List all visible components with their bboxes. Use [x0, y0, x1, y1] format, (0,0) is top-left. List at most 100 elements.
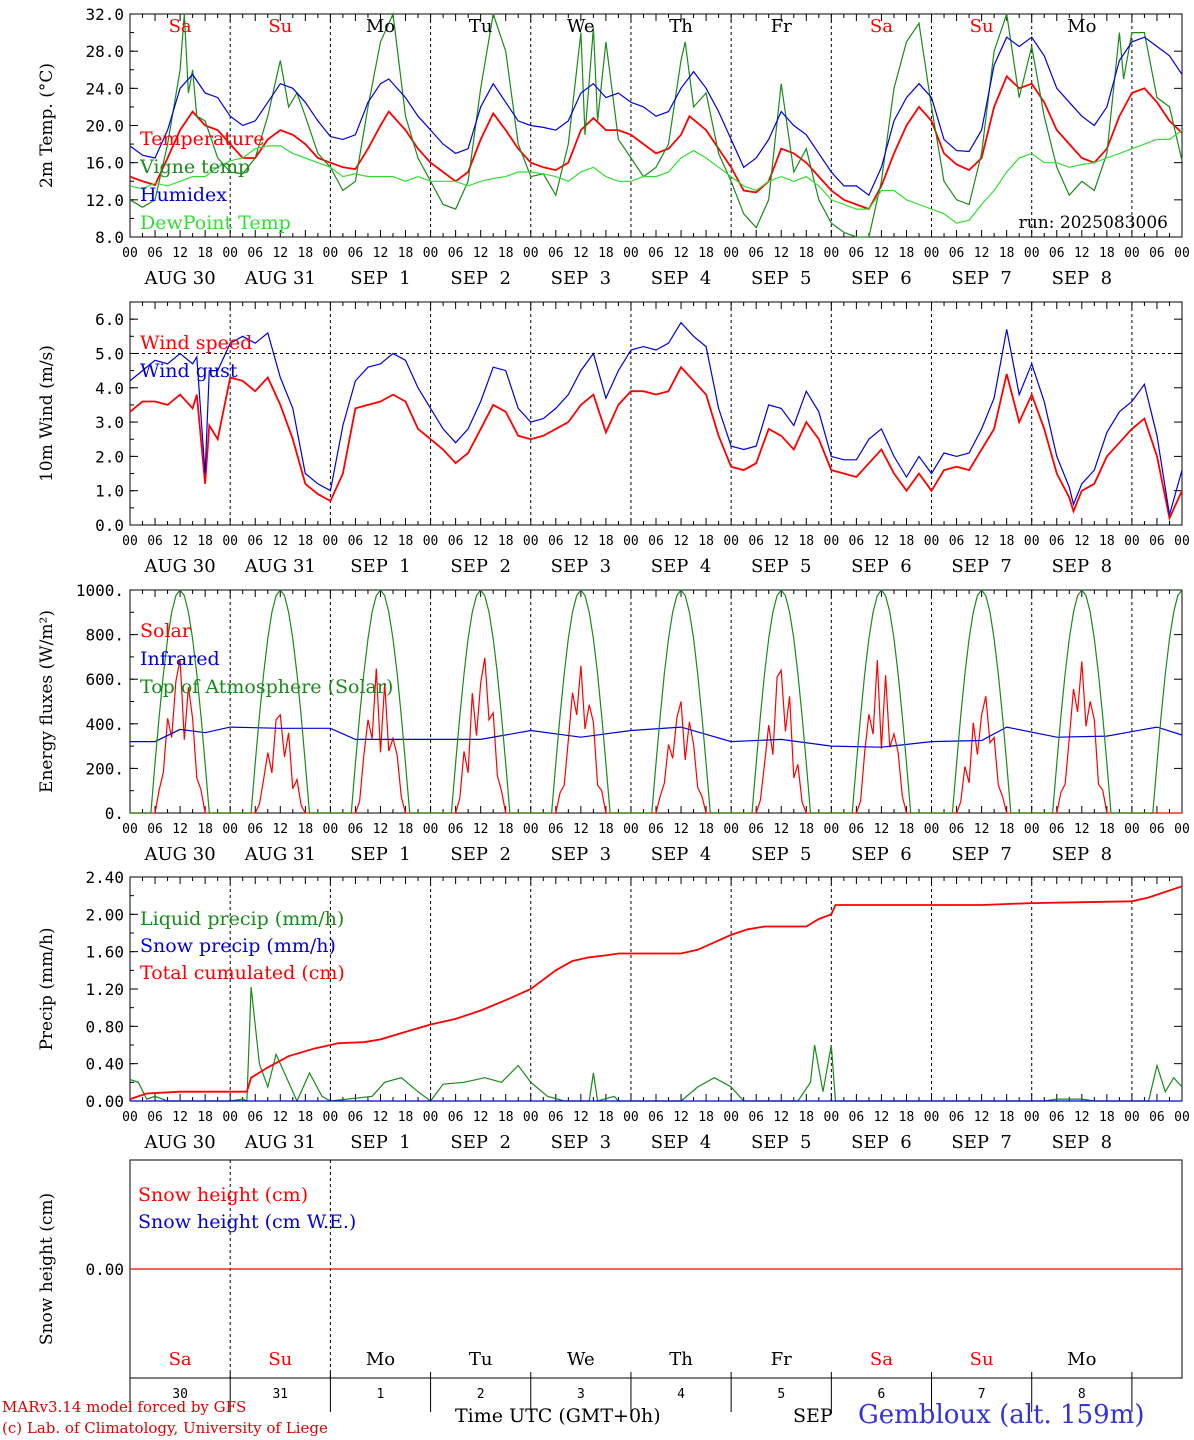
flux-hour-label: 00 [1124, 822, 1140, 837]
weekday-bottom: Tu [469, 1349, 493, 1370]
weekday-bottom: Su [268, 1349, 292, 1370]
temp-hour-label: 06 [548, 246, 564, 261]
temp-hour-label: 12 [473, 246, 489, 261]
wind-hour-label: 00 [423, 534, 439, 549]
wind-series-group [129, 321, 1183, 521]
flux-series-solar [130, 657, 1182, 814]
precip-hour-label: 18 [698, 1110, 714, 1125]
wind-day-label: SEP 7 [951, 556, 1011, 577]
temp-hour-label: 18 [298, 246, 314, 261]
flux-ytick-label: 200. [85, 759, 124, 778]
wind-hour-label: 18 [298, 534, 314, 549]
precip-hour-label: 18 [398, 1110, 414, 1125]
temp-hour-label: 12 [373, 246, 389, 261]
weekday-bottom: We [567, 1349, 595, 1370]
day-number: 4 [677, 1387, 685, 1402]
flux-legend-0: Solar [140, 620, 192, 642]
flux-day-label: SEP 2 [450, 844, 510, 865]
flux-hour-label: 18 [598, 822, 614, 837]
temp-ytick-label: 8.0 [95, 228, 124, 247]
temp-hour-label: 18 [999, 246, 1015, 261]
temp-hour-label: 12 [773, 246, 789, 261]
temp-hour-label: 12 [874, 246, 890, 261]
lab-credit: (c) Lab. of Climatology, University of L… [2, 1419, 328, 1437]
flux-ytick-label: 0. [105, 804, 124, 823]
precip-hour-label: 00 [824, 1110, 840, 1125]
wind-day-label: SEP 6 [851, 556, 911, 577]
month-label: SEP [793, 1405, 833, 1427]
flux-hour-label: 12 [172, 822, 188, 837]
flux-hour-label: 00 [523, 822, 539, 837]
wind-hour-label: 18 [498, 534, 514, 549]
precip-ylabel: Precip (mm/h) [37, 927, 57, 1050]
wind-hour-label: 00 [1024, 534, 1040, 549]
wind-hour-label: 06 [849, 534, 865, 549]
flux-series-infrared [130, 726, 1183, 748]
wind-hour-label: 18 [1099, 534, 1115, 549]
weekday-top: Su [970, 16, 994, 37]
wind-hour-label: 12 [773, 534, 789, 549]
precip-hour-label: 18 [899, 1110, 915, 1125]
flux-hour-label: 06 [1149, 822, 1165, 837]
temp-ytick-label: 28.0 [85, 42, 124, 61]
flux-hour-label: 00 [623, 822, 639, 837]
temp-day-label: SEP 6 [851, 268, 911, 289]
precip-hour-label: 00 [723, 1110, 739, 1125]
temp-day-label: AUG 31 [244, 268, 316, 289]
flux-hour-label: 06 [1049, 822, 1065, 837]
flux-ytick-label: 1000. [76, 581, 124, 600]
temp-hour-label: 12 [974, 246, 990, 261]
wind-hour-label: 12 [573, 534, 589, 549]
precip-day-label: SEP 3 [551, 1132, 611, 1153]
flux-hour-label: 12 [272, 822, 288, 837]
flux-hour-label: 18 [999, 822, 1015, 837]
precip-day-label: AUG 31 [244, 1132, 316, 1153]
flux-hour-label: 18 [298, 822, 314, 837]
weekday-top: Sa [870, 16, 893, 37]
flux-day-label: AUG 31 [244, 844, 316, 865]
wind-hour-label: 00 [1124, 534, 1140, 549]
temp-ytick-label: 32.0 [85, 5, 124, 24]
flux-day-label: AUG 30 [144, 844, 216, 865]
flux-hour-label: 18 [899, 822, 915, 837]
temp-frame [129, 13, 1183, 238]
precip-hour-label: 06 [548, 1110, 564, 1125]
precip-hour-label: 00 [323, 1110, 339, 1125]
day-number: 30 [172, 1387, 188, 1402]
precip-hour-label: 12 [874, 1110, 890, 1125]
wind-day-label: SEP 1 [350, 556, 410, 577]
temp-hour-label: 06 [949, 246, 965, 261]
temp-hour-label: 18 [498, 246, 514, 261]
precip-series-group [129, 885, 1183, 1103]
flux-hour-label: 00 [824, 822, 840, 837]
weekday-top: Mo [366, 16, 395, 37]
wind-hour-label: 06 [448, 534, 464, 549]
precip-hour-label: 06 [247, 1110, 263, 1125]
wind-hour-label: 18 [698, 534, 714, 549]
temp-ytick-label: 12.0 [85, 191, 124, 210]
wind-ytick-label: 2.0 [95, 447, 124, 466]
wind-day-label: AUG 31 [244, 556, 316, 577]
wind-hour-label: 00 [824, 534, 840, 549]
flux-ylabel: Energy fluxes (W/m²) [37, 610, 57, 793]
temp-ytick-label: 24.0 [85, 79, 124, 98]
weekday-top: Fr [771, 16, 792, 37]
wind-hour-label: 00 [723, 534, 739, 549]
day-number: 3 [577, 1387, 585, 1402]
wind-hour-label: 00 [122, 534, 138, 549]
snow-legend-0: Snow height (cm) [138, 1184, 308, 1206]
wind-hour-label: 00 [1174, 534, 1190, 549]
flux-hour-label: 18 [1099, 822, 1115, 837]
day-number: 1 [377, 1387, 385, 1402]
precip-ytick-label: 2.00 [85, 905, 124, 924]
wind-ytick-label: 0.0 [95, 516, 124, 535]
wind-hour-label: 06 [648, 534, 664, 549]
temp-hour-label: 06 [348, 246, 364, 261]
temp-hour-label: 18 [1099, 246, 1115, 261]
temp-hour-label: 06 [147, 246, 163, 261]
day-number: 2 [477, 1387, 485, 1402]
wind-hour-label: 12 [1074, 534, 1090, 549]
precip-hour-label: 00 [523, 1110, 539, 1125]
precip-hour-label: 06 [849, 1110, 865, 1125]
precip-ytick-label: 2.40 [85, 868, 124, 887]
